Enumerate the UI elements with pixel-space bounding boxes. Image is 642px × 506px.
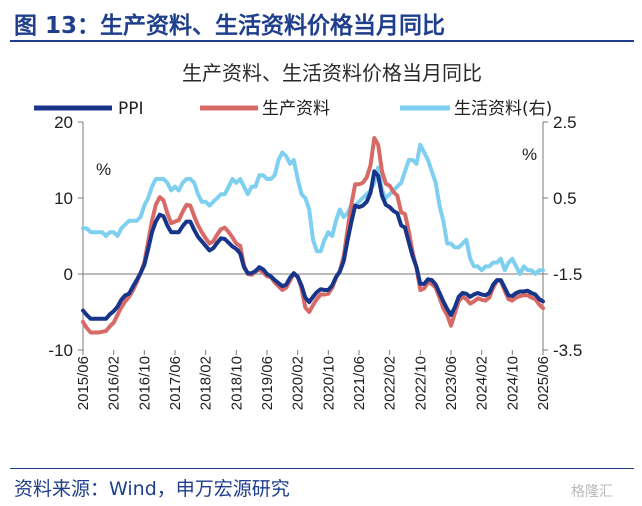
chart-svg: 生产资料、生活资料价格当月同比 PPI 生产资料 生活资料(右) % % -10… [34, 61, 582, 410]
left-tick-label: -10 [48, 341, 73, 360]
production-line [81, 136, 545, 335]
left-tick-label: 10 [54, 189, 73, 208]
footer-divider [10, 468, 634, 469]
x-tick-label: 2018/10 [228, 356, 245, 410]
legend-label-living: 生活资料(右) [454, 99, 552, 119]
axes [78, 121, 548, 355]
legend-label-ppi: PPI [118, 99, 144, 119]
source-note: 资料来源：Wind，申万宏源研究 [14, 478, 290, 500]
right-tick-label: -1.5 [553, 265, 582, 284]
figure-header: 图 13：生产资料、生活资料价格当月同比 [0, 0, 642, 44]
figure-label: 图 13：生产资料、生活资料价格当月同比 [14, 13, 446, 39]
x-tick-label: 2024/10 [504, 356, 521, 410]
ppi-line [81, 169, 545, 321]
x-tick-label: 2024/02 [474, 356, 491, 410]
x-tick-label: 2020/10 [320, 356, 337, 410]
right-tick-label: 0.5 [553, 189, 577, 208]
x-tick-label: 2015/06 [75, 356, 92, 410]
legend: PPI 生产资料 生活资料(右) [34, 99, 552, 119]
living-line [81, 142, 545, 276]
left-axis-unit: % [96, 160, 111, 179]
right-axis-unit: % [522, 145, 537, 164]
tick-labels: -10 0 10 20 -3.5 -1.5 0.5 2.5 2015/06 2016/02 2016… [48, 113, 582, 410]
x-tick-label: 2018/02 [198, 356, 215, 410]
x-tick-label: 2021/06 [351, 356, 368, 410]
left-tick-label: 20 [54, 113, 73, 132]
x-tick-label: 2016/10 [136, 356, 153, 410]
right-tick-label: 2.5 [553, 113, 577, 132]
x-tick-label: 2022/10 [412, 356, 429, 410]
x-tick-label: 2025/06 [535, 356, 552, 410]
series-lines [81, 136, 545, 335]
chart-title: 生产资料、生活资料价格当月同比 [182, 61, 482, 85]
watermark: 格隆汇 [571, 484, 613, 500]
right-tick-label: -3.5 [553, 341, 582, 360]
left-tick-label: 0 [64, 265, 73, 284]
header-divider [10, 40, 634, 42]
x-tick-label: 2017/06 [167, 356, 184, 410]
x-tick-label: 2023/06 [443, 356, 460, 410]
x-tick-label: 2016/02 [106, 356, 123, 410]
x-tick-label: 2019/06 [259, 356, 276, 410]
x-tick-label: 2020/02 [290, 356, 307, 410]
legend-label-production: 生产资料 [262, 99, 330, 119]
x-tick-label: 2022/02 [382, 356, 399, 410]
